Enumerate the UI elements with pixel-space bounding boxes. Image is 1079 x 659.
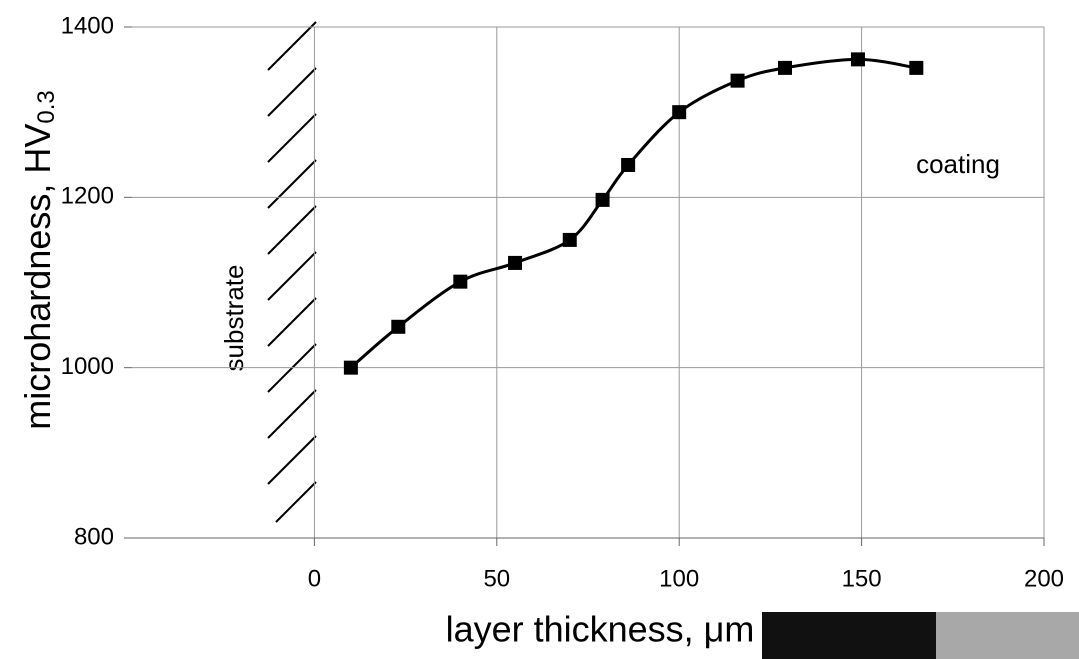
x-tick-label: 200	[1024, 565, 1064, 592]
marker	[343, 360, 358, 375]
y-axis-label-subscript: 0.3	[33, 90, 60, 123]
y-axis-label-main: microhardness, HV	[17, 124, 58, 430]
y-tick-label: 1200	[61, 183, 114, 210]
marker	[453, 274, 468, 289]
x-tick-label: 150	[842, 565, 882, 592]
y-axis-label: microhardness, HV0.3	[17, 90, 61, 429]
substrate-label: substrate	[219, 265, 249, 372]
line	[349, 57, 917, 369]
coating-label: coating	[916, 149, 1000, 179]
y-tick-label: 1400	[61, 12, 114, 39]
inset-image	[762, 612, 1079, 659]
marker	[850, 52, 865, 67]
marker	[621, 157, 636, 172]
x-axis-label: layer thickness, μm	[446, 609, 755, 650]
marker	[672, 105, 687, 120]
y-tick-label: 800	[74, 523, 114, 550]
x-tick-label: 50	[483, 565, 510, 592]
plot: 800 1000 1200 1400 0 50 100 150 200	[61, 12, 1064, 592]
y-tick-label: 1000	[61, 353, 114, 380]
marker	[595, 192, 610, 207]
marker	[508, 255, 523, 270]
marker	[777, 60, 792, 75]
marker	[562, 232, 577, 247]
x-tick-label: 0	[308, 565, 321, 592]
x-tick-label: 100	[659, 565, 699, 592]
marker	[730, 73, 745, 88]
marker	[909, 60, 924, 75]
marker	[391, 319, 406, 334]
substrate-hatching	[267, 21, 317, 523]
